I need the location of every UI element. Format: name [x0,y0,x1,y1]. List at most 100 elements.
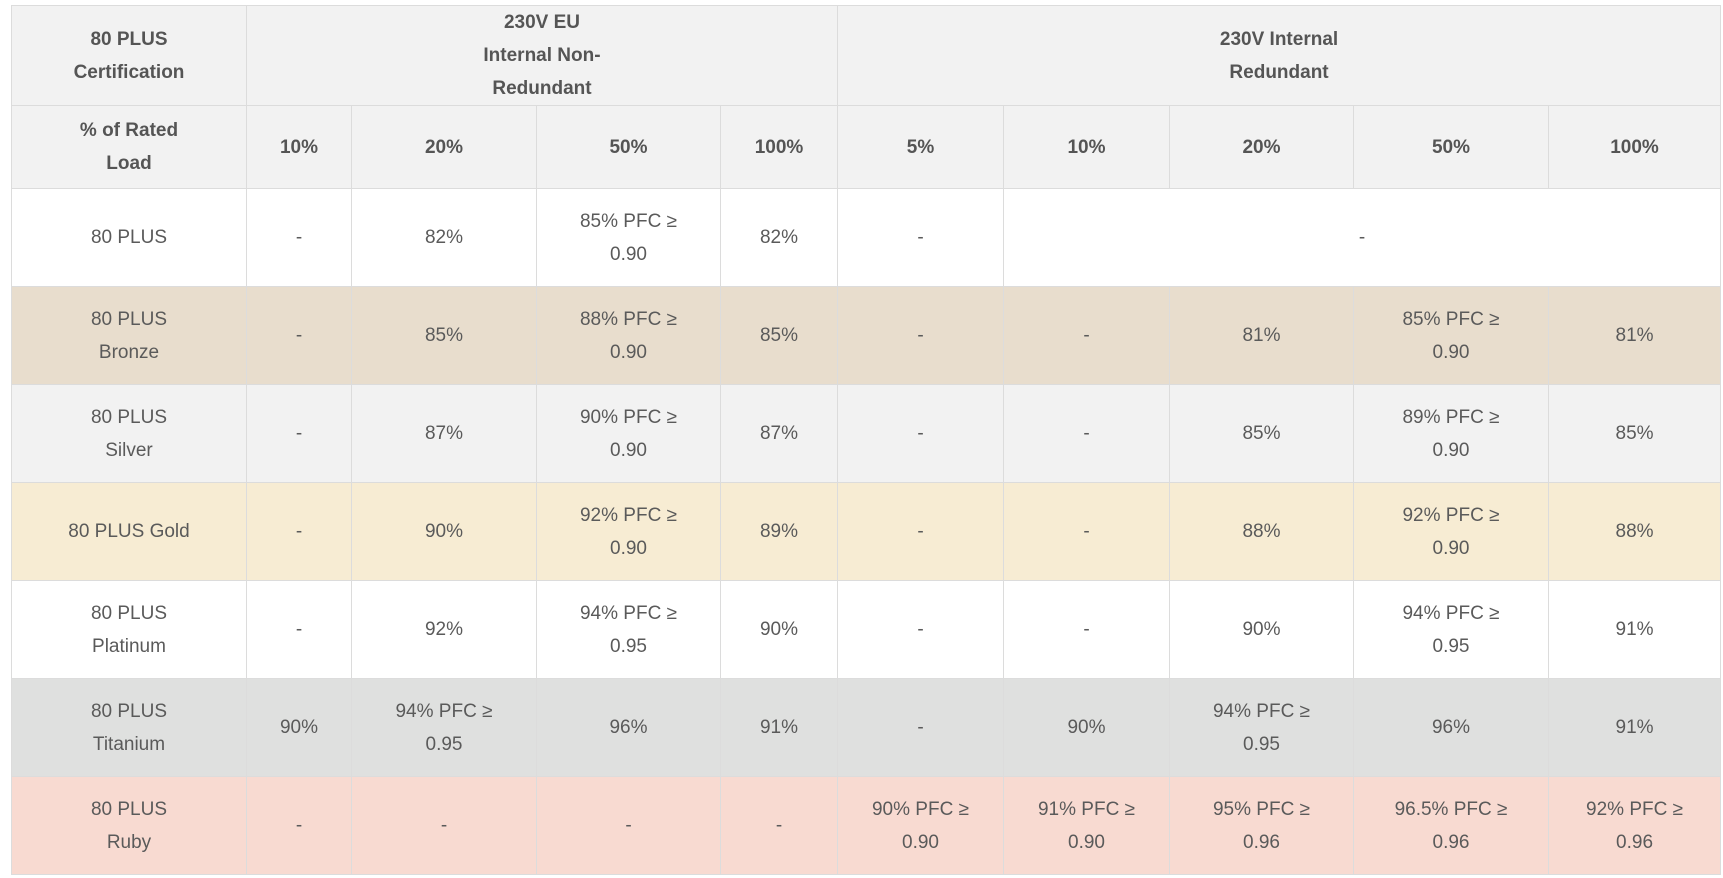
table-cell: 85% PFC ≥ 0.90 [1353,286,1549,385]
table-cell: 90% [246,678,352,777]
table-cell: - [351,776,537,875]
cell-text: - [1083,619,1090,640]
cell-text: - [295,423,303,444]
cell-text: 90% [759,619,799,640]
table-cell: 82% [720,188,838,287]
cell-text: - [625,815,632,836]
table-cell: 90% [720,580,838,679]
cell-text: - [1358,227,1366,248]
cell-text: 85% [759,325,799,346]
load-header: 100% [720,105,838,189]
table-cell: - [246,286,352,385]
table-row: 80 PLUS Ruby - - - - 90% PFC ≥ 0.90 91% PFC ≥ … [11,776,1722,875]
table-cell: - [1003,580,1170,679]
table-cell: 88% [1547,482,1722,581]
table-cell: 90% PFC ≥ 0.90 [837,776,1004,875]
load-header: 20% [351,105,537,189]
load-header: % of Rated Load [11,105,247,189]
row-name: 80 PLUS [11,188,247,287]
header-text: 80 PLUS Certification [73,28,185,83]
cell-text: - [1083,521,1090,542]
cell-text: - [917,619,924,640]
cell-text: - [295,619,303,640]
table-cell: 92% PFC ≥ 0.96 [1547,776,1722,875]
table-cell: 87% [351,384,537,483]
table-cell: 85% [351,286,537,385]
table-body: 80 PLUS -82% 85% PFC ≥ 0.90 82% - -80 PLUS Br… [11,188,1722,875]
cell-text: 88% PFC ≥ 0.90 [579,308,677,363]
table-cell: - [1002,188,1722,287]
load-header: 50% [536,105,721,189]
table-cell: - [837,678,1004,777]
cell-text: 89% [759,521,799,542]
row-name: 80 PLUS Platinum [11,580,247,679]
table-cell: 94% PFC ≥ 0.95 [536,580,721,679]
table-cell: - [246,580,352,679]
cell-text: 80 PLUS Ruby [90,798,168,853]
table-cell: 96% [1353,678,1549,777]
table-cell: 89% PFC ≥ 0.90 [1353,384,1549,483]
cell-text: 85% [1615,423,1654,444]
cell-text: 92% PFC ≥ 0.90 [1402,504,1500,559]
table-cell: 88% [1169,482,1354,581]
table-cell: 88% PFC ≥ 0.90 [536,286,721,385]
table-cell: 89% [720,482,838,581]
table-cell: 81% [1169,286,1354,385]
table-row: 80 PLUS Bronze - 85% 88% PFC ≥ 0.90 85% - - 81%… [11,286,1722,385]
table-header: 80 PLUS Certification 230V EU Internal N… [11,5,1722,189]
cell-text: - [1083,325,1090,346]
table-cell: 92% PFC ≥ 0.90 [536,482,721,581]
row-name: 80 PLUS Titanium [11,678,247,777]
cell-text: 94% PFC ≥ 0.95 [579,602,677,657]
table-row: 80 PLUS Silver - 87% 90% PFC ≥ 0.90 87% - - 85%… [11,384,1722,483]
cell-text: 90% [1067,717,1106,738]
group-row: 80 PLUS Certification 230V EU Internal N… [11,5,1722,106]
table-cell: 81% [1547,286,1722,385]
cell-text: 10% [279,136,319,158]
cell-text: - [1083,423,1090,444]
table-cell: 96% [536,678,721,777]
cell-text: 92% PFC ≥ 0.96 [1586,798,1684,853]
cell-text: 230V EU Internal Non-Redundant [483,12,601,99]
table-cell: - [1003,384,1170,483]
cell-text: - [295,521,303,542]
table-cell: 90% [1169,580,1354,679]
group-header: 230V Internal Redundant [836,5,1722,106]
cell-text: 96% [1431,717,1471,738]
cell-text: 87% [759,423,799,444]
cell-text: 81% [1615,325,1654,346]
cell-text: 94% PFC ≥ 0.95 [395,700,493,755]
cell-text: 85% [1242,423,1281,444]
table-cell: - [246,188,352,287]
load-header: 10% [1003,105,1170,189]
table-cell: - [536,776,721,875]
table-cell: 95% PFC ≥ 0.96 [1169,776,1354,875]
table-cell: 85% [720,286,838,385]
row-name: 80 PLUS Ruby [11,776,247,875]
certification-header: 80 PLUS Certification [11,5,247,106]
cell-text: - [295,325,303,346]
cell-text: 50% [609,136,648,158]
group-header: 230V EU Internal Non-Redundant [246,5,838,106]
table-cell: - [720,776,838,875]
cell-text: 5% [906,136,935,158]
cell-text: 94% PFC ≥ 0.95 [1402,602,1500,657]
cell-text: 89% PFC ≥ 0.90 [1402,406,1500,461]
table-cell: 91% [1547,678,1722,777]
cell-text: 95% PFC ≥ 0.96 [1212,798,1310,853]
cell-text: - [295,815,303,836]
cell-text: 230V Internal Redundant [1219,28,1339,83]
cell-text: 100% [754,136,804,158]
table-cell: - [246,776,352,875]
cell-text: 80 PLUS Bronze [90,308,168,363]
cell-text: 91% [1615,717,1654,738]
table-cell: 90% [1003,678,1170,777]
load-header: 100% [1547,105,1722,189]
cell-text: - [440,815,448,836]
cell-text: 85% [424,325,464,346]
cell-text: 10% [1067,136,1106,158]
row-name: 80 PLUS Silver [11,384,247,483]
cell-text: - [917,521,924,542]
table-cell: 94% PFC ≥ 0.95 [351,678,537,777]
